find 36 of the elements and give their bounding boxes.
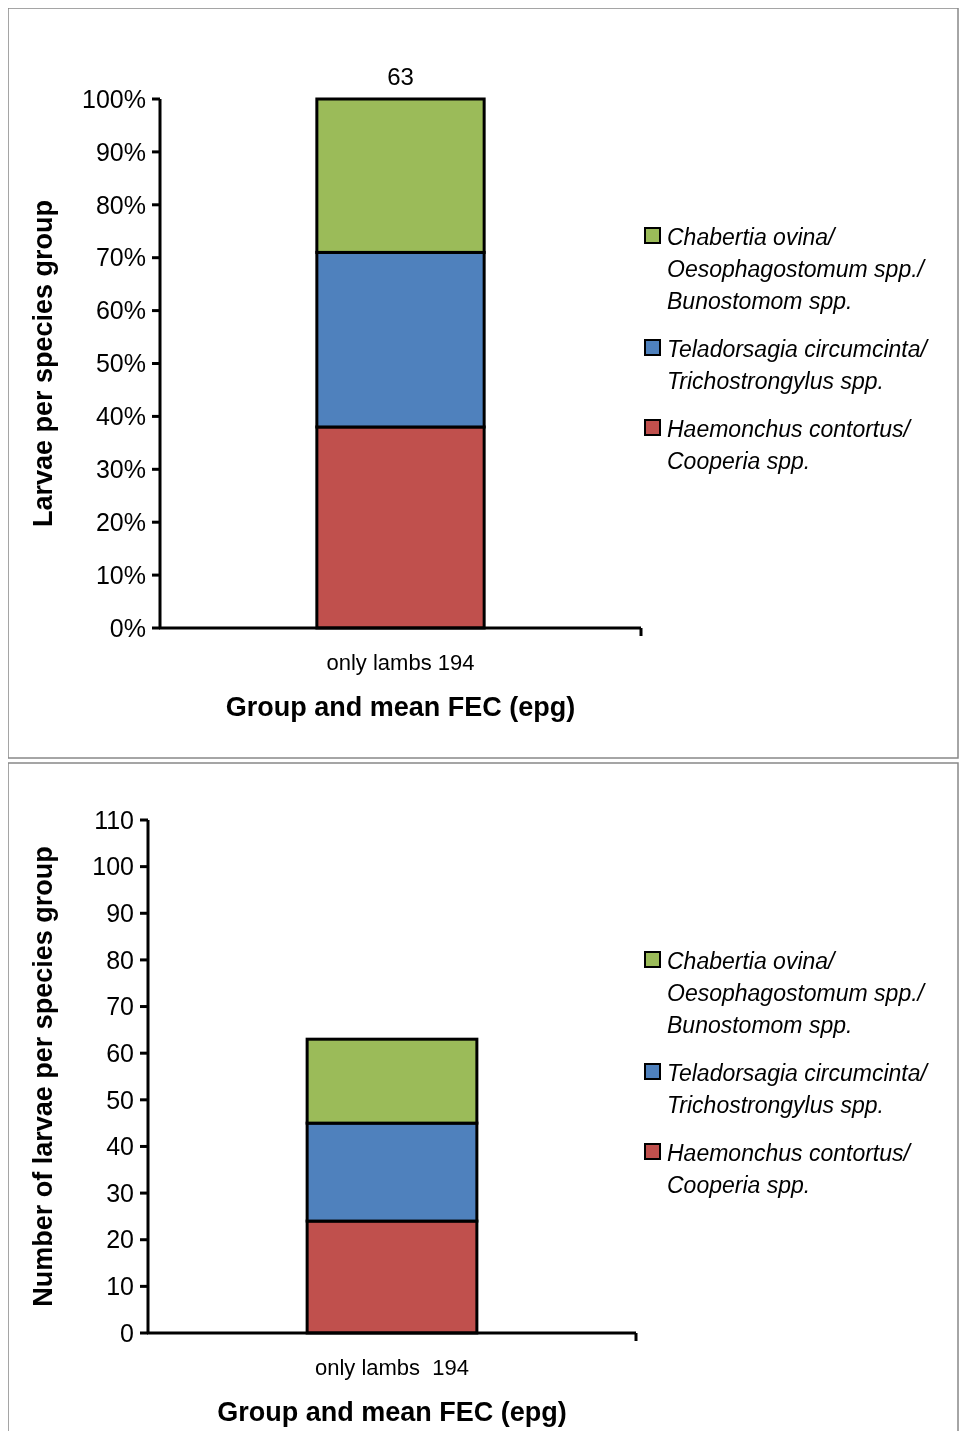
y-tick-label: 20 bbox=[106, 1225, 134, 1254]
y-tick-label: 10 bbox=[106, 1272, 134, 1301]
y-tick-label: 70 bbox=[106, 992, 134, 1021]
legend-label: Haemonchus contortus/ Cooperia spp. bbox=[667, 416, 913, 475]
y-tick-label: 100% bbox=[82, 84, 146, 113]
y-tick-label: 60% bbox=[95, 296, 146, 325]
y-tick-label: 50% bbox=[95, 349, 146, 378]
y-tick-label: 50 bbox=[106, 1085, 134, 1114]
y-tick-label: 100 bbox=[92, 852, 134, 881]
legend-label: Teladorsagia circumcinta/ Trichostrongylus spp. bbox=[667, 336, 930, 395]
y-tick-label: 60 bbox=[106, 1038, 134, 1067]
y-tick-label: 30 bbox=[106, 1178, 134, 1207]
y-tick-label: 90 bbox=[106, 899, 134, 928]
y-tick-label: 20% bbox=[95, 507, 146, 536]
y-axis-title: Larvae per species group bbox=[28, 199, 58, 528]
legend-label: Teladorsagia circumcinta/ Trichostrongylus spp. bbox=[667, 1060, 930, 1119]
y-tick-label: 0% bbox=[109, 613, 146, 642]
legend-label: Chabertia ovina/ Oesophagostomum spp./ Bunostomom spp. bbox=[667, 948, 927, 1039]
x-tick-label: only lambs 194 bbox=[326, 650, 475, 675]
y-tick-label: 80% bbox=[95, 190, 146, 219]
y-tick-label: 40% bbox=[95, 402, 146, 431]
y-tick-label: 90% bbox=[95, 137, 146, 166]
y-tick-label: 10% bbox=[95, 560, 146, 589]
annotation: 63 bbox=[387, 63, 414, 90]
legend-label: Chabertia ovina/ Oesophagostomum spp./ Bunostomom spp. bbox=[667, 224, 927, 315]
x-axis-title: Group and mean FEC (epg) bbox=[225, 692, 576, 722]
y-tick-label: 40 bbox=[106, 1132, 134, 1161]
y-tick-label: 80 bbox=[106, 945, 134, 974]
y-tick-label: 70% bbox=[95, 243, 146, 272]
y-axis-title: Number of larvae per species group bbox=[28, 846, 58, 1307]
y-tick-label: 30% bbox=[95, 455, 146, 484]
y-tick-label: 110 bbox=[94, 805, 134, 834]
y-tick-label: 0 bbox=[120, 1318, 134, 1347]
x-tick-label: only lambs 194 bbox=[314, 1355, 470, 1380]
legend-label: Haemonchus contortus/ Cooperia spp. bbox=[667, 1140, 913, 1199]
x-axis-title: Group and mean FEC (epg) bbox=[217, 1397, 567, 1427]
